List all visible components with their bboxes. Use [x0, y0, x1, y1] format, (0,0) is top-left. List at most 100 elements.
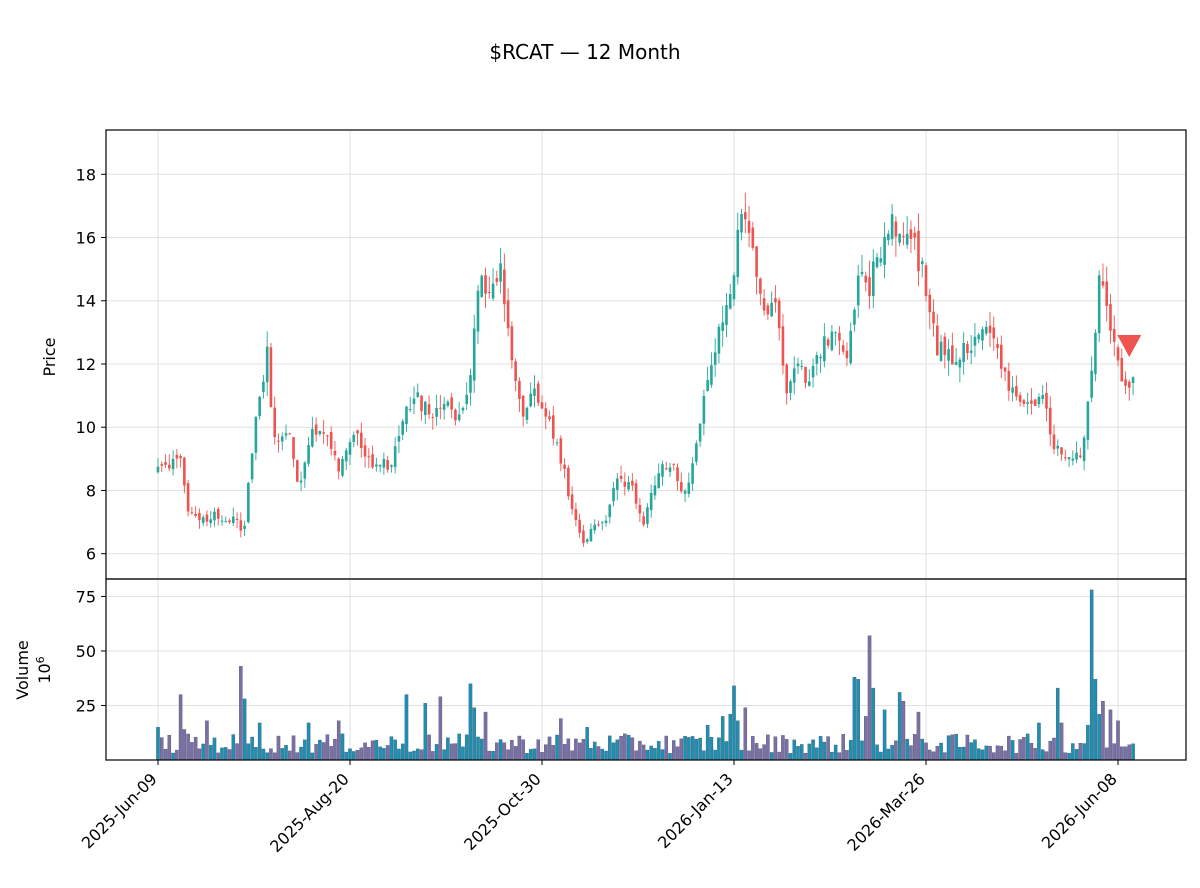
volume-bar-223	[995, 745, 1000, 761]
candle-body-228	[1015, 386, 1018, 397]
volume-bar-32	[276, 735, 281, 761]
candle-body-111	[574, 509, 578, 521]
candle-body-21	[235, 519, 239, 521]
volume-bar-108	[562, 744, 567, 761]
volume-bar-171	[800, 744, 804, 761]
candle-body-18	[224, 521, 228, 523]
volume-bar-126	[630, 737, 635, 761]
candle-body-7	[183, 457, 186, 486]
volume-bar-199	[905, 738, 909, 761]
volume-bar-18	[224, 747, 228, 761]
volume-bar-16	[216, 752, 220, 761]
volume-bar-129	[641, 744, 646, 761]
volume-bar-161	[762, 744, 766, 761]
price-candles	[156, 192, 1135, 547]
volume-bar-117	[596, 746, 601, 761]
candle-body-185	[853, 309, 856, 325]
candle-body-187	[860, 271, 864, 275]
candle-body-160	[759, 278, 762, 294]
candle-body-57	[371, 454, 374, 468]
volume-bar-197	[897, 692, 902, 761]
volume-bar-3	[167, 734, 172, 761]
candle-body-192	[879, 258, 883, 263]
candle-body-242	[1067, 457, 1071, 460]
candle-body-125	[627, 482, 630, 490]
volume-bar-242	[1067, 752, 1071, 761]
candle-body-136	[668, 467, 672, 472]
volume-bar-210	[946, 735, 951, 761]
volume-bar-41	[310, 752, 315, 761]
candle-body-94	[510, 326, 514, 361]
candle-body-194	[887, 233, 890, 241]
volume-bar-17	[220, 747, 224, 761]
volume-bar-214	[961, 746, 966, 761]
candle-body-97	[521, 395, 525, 417]
candle-body-24	[247, 482, 250, 523]
volume-bar-114	[585, 727, 589, 761]
volume-panel-frame	[105, 578, 1187, 761]
volume-tick-label-75: 75	[76, 587, 96, 606]
volume-bar-177	[822, 741, 827, 761]
volume-bar-203	[920, 738, 924, 761]
candle-body-43	[318, 431, 322, 435]
candle-body-1	[160, 464, 164, 466]
candle-body-215	[966, 344, 969, 354]
volume-bar-251	[1101, 700, 1105, 761]
volume-bar-188	[864, 716, 868, 761]
candle-body-259	[1131, 377, 1135, 384]
price-tick-label-6: 6	[86, 545, 96, 564]
volume-bar-240	[1059, 722, 1064, 761]
volume-bar-166	[781, 735, 785, 761]
volume-bar-27	[257, 722, 262, 761]
candle-body-252	[1105, 281, 1109, 306]
candle-body-100	[533, 388, 536, 396]
candle-body-218	[977, 334, 981, 340]
volume-bar-63	[393, 739, 397, 761]
candle-body-102	[540, 402, 544, 409]
volume-bar-73	[431, 751, 435, 761]
candle-body-214	[962, 343, 965, 362]
volume-bar-217	[973, 739, 977, 761]
candle-body-118	[600, 522, 604, 524]
volume-bar-195	[890, 745, 894, 761]
candle-body-99	[529, 393, 533, 407]
candle-body-226	[1007, 370, 1011, 391]
volume-bar-180	[833, 744, 838, 761]
candle-body-167	[785, 364, 789, 394]
volume-bar-226	[1007, 735, 1011, 761]
volume-bar-134	[660, 749, 665, 761]
candle-body-155	[740, 214, 743, 233]
volume-bar-118	[600, 748, 604, 761]
candle-body-14	[209, 519, 213, 523]
volume-bar-222	[992, 752, 996, 761]
candle-body-121	[612, 487, 615, 502]
volume-bar-13	[205, 720, 209, 761]
candle-body-130	[646, 507, 649, 524]
candle-body-207	[935, 325, 939, 356]
candle-body-239	[1056, 445, 1060, 449]
volume-bar-61	[385, 745, 390, 761]
volume-bar-46	[329, 746, 333, 761]
candle-body-62	[390, 465, 393, 467]
candle-body-31	[273, 407, 277, 438]
candle-body-95	[514, 361, 517, 381]
candle-body-216	[969, 350, 973, 353]
volume-bar-128	[638, 740, 642, 761]
volume-bar-103	[544, 744, 548, 761]
candle-body-205	[928, 294, 932, 313]
candle-body-138	[676, 467, 679, 482]
candle-body-175	[815, 355, 819, 364]
candle-body-179	[830, 331, 834, 351]
candle-body-156	[743, 212, 747, 220]
candle-body-137	[672, 463, 676, 465]
candle-body-5	[175, 454, 179, 459]
volume-bar-39	[303, 739, 307, 761]
volume-bar-72	[427, 734, 431, 761]
candle-body-117	[597, 524, 600, 526]
volume-bar-141	[687, 737, 691, 761]
candle-body-169	[792, 368, 796, 383]
candle-body-61	[386, 459, 389, 470]
volume-bar-237	[1048, 740, 1052, 761]
volume-bar-241	[1063, 752, 1068, 761]
